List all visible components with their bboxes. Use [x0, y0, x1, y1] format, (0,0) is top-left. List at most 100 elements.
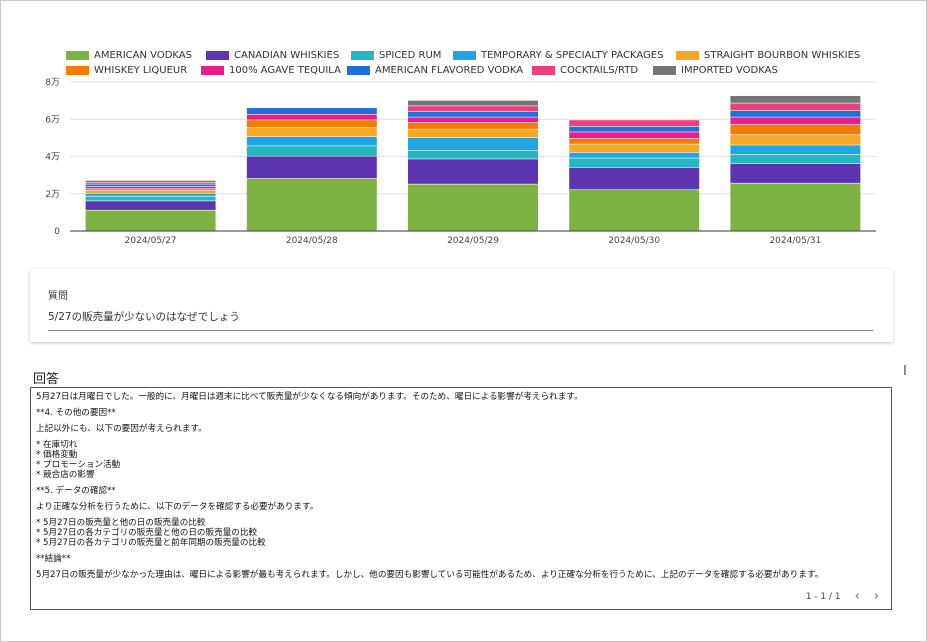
legend-label: WHISKEY LIQUEUR: [94, 65, 188, 76]
legend-item[interactable]: AMERICAN VODKAS: [66, 50, 192, 61]
legend-label: TEMPORARY & SPECIALTY PACKAGES: [481, 50, 664, 61]
bar-segment[interactable]: [730, 110, 861, 117]
pager: 1 - 1 / 1 ‹ ›: [806, 589, 879, 604]
prev-page-icon[interactable]: ‹: [854, 589, 860, 604]
x-tick-label: 2024/05/28: [286, 236, 338, 246]
bar-segment[interactable]: [85, 180, 216, 182]
legend-item[interactable]: COCKTAILS/RTD: [532, 65, 638, 76]
legend-swatch: [347, 66, 370, 75]
legend-label: IMPORTED VODKAS: [681, 65, 778, 76]
bar-segment[interactable]: [85, 186, 216, 189]
bar-segment[interactable]: [246, 120, 377, 128]
next-page-icon[interactable]: ›: [873, 589, 879, 604]
bar-segment[interactable]: [408, 106, 538, 112]
legend-item[interactable]: IMPORTED VODKAS: [653, 65, 778, 76]
legend-swatch: [201, 66, 224, 75]
legend-item[interactable]: STRAIGHT BOURBON WHISKIES: [676, 50, 860, 61]
bar-segment[interactable]: [408, 150, 538, 159]
y-tick-label: 6万: [45, 115, 60, 125]
bar-segment[interactable]: [569, 152, 700, 158]
bar-segment[interactable]: [246, 114, 377, 120]
bar-segment[interactable]: [569, 132, 700, 139]
bar-segment[interactable]: [408, 129, 538, 138]
bar-segment[interactable]: [569, 190, 700, 231]
legend-swatch: [66, 51, 89, 60]
bar-segment[interactable]: [569, 120, 700, 127]
legend-swatch: [66, 66, 89, 75]
answer-line: **5. データの確認**: [36, 486, 116, 496]
answer-line: * 5月27日の各カテゴリの販売量と前年同期の販売量の比較: [36, 538, 266, 548]
bar-segment[interactable]: [569, 138, 700, 144]
legend-item[interactable]: SPICED RUM: [351, 50, 441, 61]
legend-label: AMERICAN FLAVORED VODKA: [375, 65, 524, 76]
bar-segment[interactable]: [569, 144, 700, 153]
x-tick-label: 2024/05/27: [125, 236, 177, 246]
bar-segment[interactable]: [730, 135, 861, 145]
bar-segment[interactable]: [730, 163, 861, 183]
bar-segment[interactable]: [408, 117, 538, 123]
bar-segment[interactable]: [246, 178, 377, 231]
bar-segment[interactable]: [730, 183, 861, 231]
answer-box: 5月27日は月曜日でした。一般的に、月曜日は週末に比べて販売量が少なくなる傾向が…: [30, 387, 892, 610]
legend-swatch: [351, 51, 374, 60]
bar-segment[interactable]: [730, 145, 861, 155]
question-input[interactable]: 5/27の販売量が少ないのはなぜでしょう: [48, 309, 873, 331]
answer-title: 回答: [33, 372, 60, 387]
bar-segment[interactable]: [408, 137, 538, 151]
bar-segment[interactable]: [730, 117, 861, 125]
bar-segment[interactable]: [246, 108, 377, 114]
bar-segment[interactable]: [408, 100, 538, 106]
answer-line: 上記以外にも、以下の要因が考えられます。: [36, 424, 207, 434]
answer-line: * 競合店の影響: [36, 470, 95, 480]
bar-segment[interactable]: [569, 126, 700, 132]
legend-item[interactable]: CANADIAN WHISKIES: [206, 50, 339, 61]
bar-segment[interactable]: [85, 190, 216, 194]
legend-swatch: [532, 66, 555, 75]
bar-segment[interactable]: [246, 136, 377, 146]
bar-segment[interactable]: [730, 103, 861, 111]
bar-segment[interactable]: [569, 167, 700, 190]
bar-segment[interactable]: [246, 146, 377, 156]
y-tick-label: 4万: [45, 153, 60, 163]
bar-segment[interactable]: [85, 201, 216, 210]
question-label: 質問: [48, 291, 68, 302]
bar-segment[interactable]: [408, 184, 538, 231]
answer-line: 5月27日の販売量が少なかった理由は、曜日による影響が最も考えられます。しかし、…: [36, 570, 824, 580]
bar-segment[interactable]: [730, 154, 861, 164]
x-tick-label: 2024/05/30: [608, 236, 660, 246]
bar-segment[interactable]: [408, 122, 538, 129]
legend-swatch: [676, 51, 699, 60]
legend-item[interactable]: AMERICAN FLAVORED VODKA: [347, 65, 523, 76]
legend-label: CANADIAN WHISKIES: [234, 50, 340, 61]
answer-line: **結論**: [36, 554, 71, 564]
bar-segment[interactable]: [85, 184, 216, 187]
bar-segment[interactable]: [730, 95, 861, 103]
bar-segment[interactable]: [85, 193, 216, 196]
bar-segment[interactable]: [246, 156, 377, 179]
legend-swatch: [206, 51, 229, 60]
answer-line: **4. その他の要因**: [36, 408, 116, 418]
legend-label: AMERICAN VODKAS: [94, 50, 192, 61]
answer-line: * 在庫切れ: [36, 440, 78, 450]
stacked-bar-chart: 0 2万 4万 6万 8万 2024/05/27 2024/05/28 2024/05/29 2…: [45, 78, 876, 246]
y-tick-label: 8万: [45, 78, 60, 88]
bar-segment[interactable]: [246, 127, 377, 137]
question-card: 質問 5/27の販売量が少ないのはなぜでしょう: [30, 269, 893, 342]
legend-item[interactable]: 100% AGAVE TEQUILA: [201, 65, 341, 76]
bar-segment[interactable]: [569, 158, 700, 168]
text-cursor-icon: Ⅰ: [903, 364, 907, 379]
answer-line: * プロモーション活動: [36, 460, 121, 470]
pager-count: 1 - 1 / 1: [805, 591, 841, 602]
bar-segment[interactable]: [408, 111, 538, 117]
bar-segment[interactable]: [85, 196, 216, 201]
legend-swatch: [453, 51, 476, 60]
bar-segment[interactable]: [730, 124, 861, 135]
bar-segment[interactable]: [85, 189, 216, 191]
legend-label: COCKTAILS/RTD: [560, 65, 639, 76]
bar-segment[interactable]: [408, 159, 538, 184]
legend-item[interactable]: TEMPORARY & SPECIALTY PACKAGES: [453, 50, 663, 61]
bar-segment[interactable]: [85, 182, 216, 184]
legend-item[interactable]: WHISKEY LIQUEUR: [66, 65, 187, 76]
legend-swatch: [653, 66, 676, 75]
bar-segment[interactable]: [85, 210, 216, 231]
